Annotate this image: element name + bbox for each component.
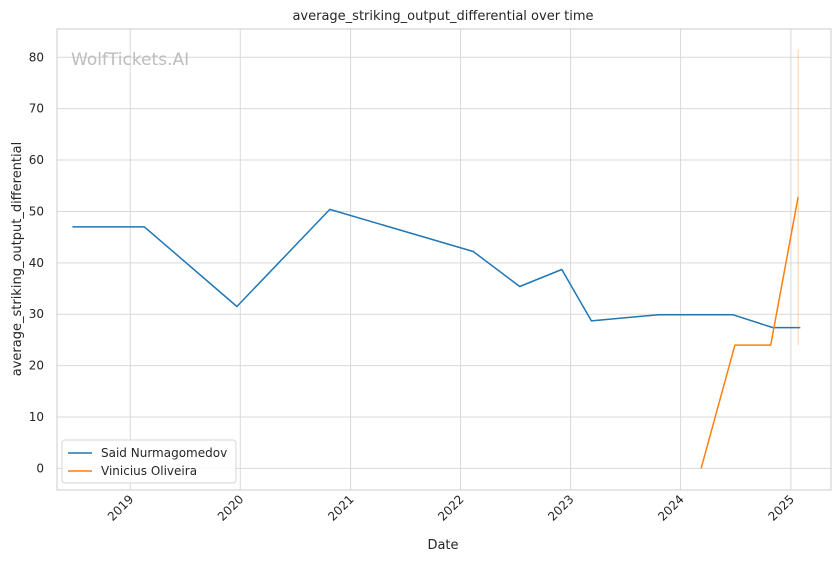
legend-label-said-nurmagomedov: Said Nurmagomedov bbox=[101, 446, 227, 460]
x-axis-label: Date bbox=[427, 538, 458, 553]
series-line-vinicius-oliveira bbox=[700, 196, 799, 469]
legend-box bbox=[61, 439, 237, 484]
y-tick-label: 30 bbox=[29, 307, 44, 321]
y-tick-label: 0 bbox=[36, 461, 44, 475]
legend-label-vinicius-oliveira: Vinicius Oliveira bbox=[101, 464, 197, 478]
chart-title: average_striking_output_differential ove… bbox=[292, 9, 593, 24]
y-axis-label: average_striking_output_differential bbox=[10, 142, 25, 376]
watermark-text: WolfTickets.AI bbox=[71, 50, 189, 70]
series-layer bbox=[72, 49, 801, 469]
y-tick-label: 10 bbox=[29, 410, 44, 424]
y-tick-label: 80 bbox=[29, 50, 44, 64]
y-tick-label: 60 bbox=[29, 153, 44, 167]
y-tick-label: 40 bbox=[29, 256, 44, 270]
y-axis-ticks: 0 10 20 30 40 50 60 70 80 bbox=[29, 50, 44, 475]
y-tick-label: 70 bbox=[29, 102, 44, 116]
y-tick-label: 50 bbox=[29, 204, 44, 218]
y-tick-label: 20 bbox=[29, 359, 44, 373]
plot-area-frame bbox=[56, 28, 832, 491]
legend: Said Nurmagomedov Vinicius Oliveira bbox=[61, 439, 237, 484]
series-line-said-nurmagomedov bbox=[72, 208, 801, 329]
grid-lines bbox=[57, 29, 831, 490]
